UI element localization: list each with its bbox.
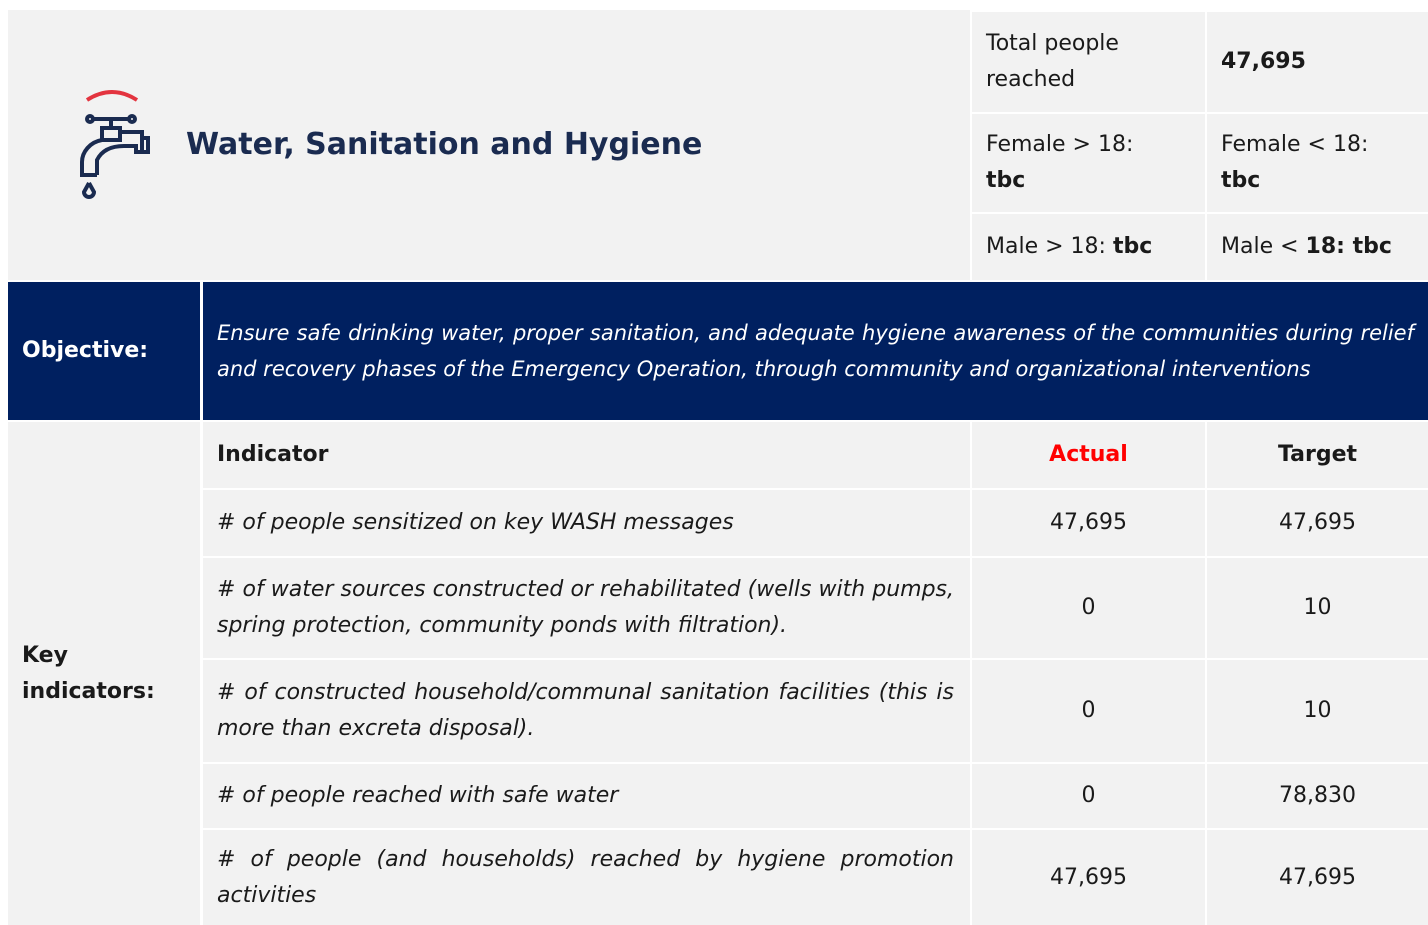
indicator-cell-text: # of people reached with safe water bbox=[217, 783, 619, 808]
table-cell: 0 bbox=[972, 558, 1205, 658]
breakdown-label: Male < bbox=[1221, 234, 1299, 259]
breakdown-label: Female > 18: bbox=[986, 132, 1134, 157]
indicator-cell-text: # of constructed household/communal sani… bbox=[217, 680, 954, 741]
breakdown-cell: Female < 18: tbc bbox=[1207, 114, 1428, 212]
total-label: Total people reached bbox=[972, 12, 1205, 112]
objective-label-text: Objective: bbox=[22, 338, 149, 363]
indicator-cell-text: # of people (and households) reached by … bbox=[217, 846, 954, 908]
breakdown-cell: Male > 18: tbc bbox=[972, 214, 1205, 280]
column-header: Indicator bbox=[203, 422, 970, 488]
total-label-text: Total people reached bbox=[986, 31, 1119, 92]
breakdown-value: tbc bbox=[986, 168, 1026, 193]
indicator-cell: # of people reached with safe water bbox=[203, 764, 970, 828]
table-cell: 47,695 bbox=[972, 490, 1205, 556]
table-cell-text: 0 bbox=[1081, 595, 1096, 620]
objective-text-content: Ensure safe drinking water, proper sanit… bbox=[217, 321, 1414, 381]
objective-label: Objective: bbox=[8, 282, 200, 420]
breakdown-value: 18: tbc bbox=[1305, 234, 1392, 259]
table-cell-text: 47,695 bbox=[1050, 864, 1127, 890]
column-header: Actual bbox=[972, 422, 1205, 488]
column-header-text: Indicator bbox=[217, 442, 329, 467]
table-cell-text: 10 bbox=[1303, 595, 1332, 620]
table-cell-text: 0 bbox=[1081, 698, 1096, 723]
key-indicators-label: Key indicators: bbox=[8, 422, 200, 925]
table-cell-text: 10 bbox=[1303, 698, 1332, 723]
table-cell-text: 47,695 bbox=[1279, 510, 1356, 535]
total-value: 47,695 bbox=[1207, 12, 1428, 112]
column-header: Target bbox=[1207, 422, 1428, 488]
table-cell: 10 bbox=[1207, 558, 1428, 658]
breakdown-cell: Female > 18: tbc bbox=[972, 114, 1205, 212]
key-indicators-text: Key indicators: bbox=[22, 642, 155, 704]
total-value-text: 47,695 bbox=[1221, 49, 1306, 74]
table-cell: 0 bbox=[972, 660, 1205, 762]
column-header-text: Target bbox=[1277, 442, 1358, 467]
indicator-cell: # of water sources constructed or rehabi… bbox=[203, 558, 970, 658]
table-cell-text: 47,695 bbox=[1279, 864, 1356, 890]
table-cell-text: 0 bbox=[1081, 783, 1096, 808]
title: Water, Sanitation and Hygiene bbox=[186, 127, 703, 162]
indicator-cell: # of constructed household/communal sani… bbox=[203, 660, 970, 762]
column-header-text: Actual bbox=[1049, 442, 1128, 467]
header-cell: Water, Sanitation and Hygiene bbox=[8, 10, 970, 280]
table-cell-text: 78,830 bbox=[1279, 783, 1356, 808]
breakdown-cell: Male < 18: tbc bbox=[1207, 214, 1428, 280]
table-cell: 47,695 bbox=[1207, 830, 1428, 925]
indicator-cell: # of people sensitized on key WASH messa… bbox=[203, 490, 970, 556]
breakdown-value: tbc bbox=[1221, 168, 1261, 193]
table-cell-text: 47,695 bbox=[1050, 510, 1127, 535]
objective-text: Ensure safe drinking water, proper sanit… bbox=[203, 282, 1428, 420]
indicator-cell-text: # of people sensitized on key WASH messa… bbox=[217, 510, 734, 535]
table-cell: 47,695 bbox=[1207, 490, 1428, 556]
breakdown-value: tbc bbox=[1112, 234, 1153, 259]
table-cell: 0 bbox=[972, 764, 1205, 828]
tap-icon bbox=[80, 90, 150, 199]
breakdown-label: Male > 18: bbox=[986, 234, 1106, 259]
indicator-cell-text: # of water sources constructed or rehabi… bbox=[217, 577, 954, 638]
table-cell: 47,695 bbox=[972, 830, 1205, 925]
table-cell: 10 bbox=[1207, 660, 1428, 762]
indicator-cell: # of people (and households) reached by … bbox=[203, 830, 970, 925]
table-cell: 78,830 bbox=[1207, 764, 1428, 828]
breakdown-label: Female < 18: bbox=[1221, 132, 1369, 157]
